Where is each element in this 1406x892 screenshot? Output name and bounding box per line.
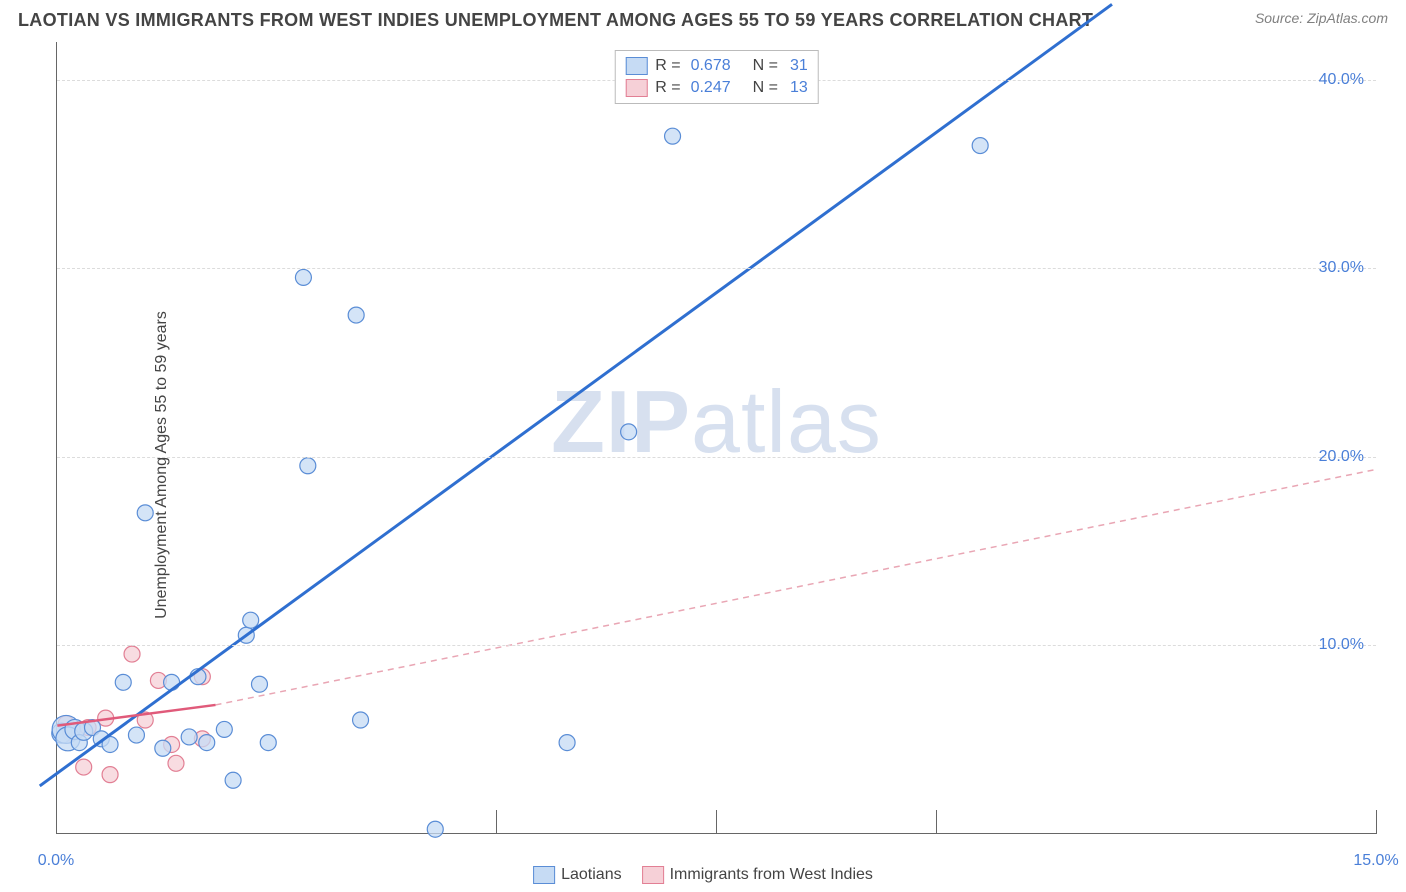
swatch-series-1	[625, 79, 647, 97]
n-label-0: N =	[753, 57, 778, 75]
gridline-h	[57, 645, 1376, 646]
data-point	[621, 424, 637, 440]
gridline-h	[57, 457, 1376, 458]
x-tick-mark	[1376, 810, 1377, 834]
r-value-1: 0.247	[691, 79, 731, 97]
data-point	[225, 772, 241, 788]
data-point	[115, 674, 131, 690]
data-point	[216, 721, 232, 737]
r-label-1: R =	[655, 79, 680, 97]
data-point	[102, 767, 118, 783]
data-point	[168, 755, 184, 771]
n-value-1: 13	[790, 79, 808, 97]
trend-line	[216, 470, 1376, 705]
plot-region: ZIPatlas R = 0.678 N = 31 R = 0.247 N = …	[56, 42, 1376, 834]
stats-legend-box: R = 0.678 N = 31 R = 0.247 N = 13	[614, 50, 819, 104]
x-tick-label: 0.0%	[38, 852, 74, 870]
data-point	[155, 740, 171, 756]
chart-title: LAOTIAN VS IMMIGRANTS FROM WEST INDIES U…	[18, 10, 1093, 31]
data-point	[124, 646, 140, 662]
source-text: Source: ZipAtlas.com	[1255, 10, 1388, 26]
data-point	[665, 128, 681, 144]
data-point	[128, 727, 144, 743]
x-tick-label: 15.0%	[1353, 852, 1398, 870]
data-point	[295, 269, 311, 285]
data-point	[251, 676, 267, 692]
swatch-bottom-0	[533, 866, 555, 884]
data-point	[353, 712, 369, 728]
data-point	[137, 505, 153, 521]
data-point	[348, 307, 364, 323]
data-point	[199, 735, 215, 751]
trend-line	[40, 4, 1112, 786]
bottom-legend-label-1: Immigrants from West Indies	[670, 866, 873, 884]
swatch-series-0	[625, 57, 647, 75]
bottom-legend: Laotians Immigrants from West Indies	[533, 866, 873, 884]
trend-line	[57, 705, 215, 726]
y-tick-label: 40.0%	[1319, 71, 1364, 89]
gridline-h	[57, 268, 1376, 269]
bottom-legend-label-0: Laotians	[561, 866, 622, 884]
x-tick-mark	[936, 810, 937, 834]
swatch-bottom-1	[642, 866, 664, 884]
stats-legend-row-0: R = 0.678 N = 31	[621, 55, 812, 77]
data-point	[260, 735, 276, 751]
data-point	[243, 612, 259, 628]
x-tick-mark	[496, 810, 497, 834]
r-label-0: R =	[655, 57, 680, 75]
bottom-legend-item-0: Laotians	[533, 866, 622, 884]
y-tick-label: 30.0%	[1319, 259, 1364, 277]
data-point	[300, 458, 316, 474]
data-point	[427, 821, 443, 837]
r-value-0: 0.678	[691, 57, 731, 75]
bottom-legend-item-1: Immigrants from West Indies	[642, 866, 873, 884]
chart-area: Unemployment Among Ages 55 to 59 years Z…	[0, 38, 1406, 892]
data-point	[972, 138, 988, 154]
data-point	[164, 674, 180, 690]
y-tick-label: 20.0%	[1319, 448, 1364, 466]
data-point	[559, 735, 575, 751]
y-tick-label: 10.0%	[1319, 636, 1364, 654]
data-point	[76, 759, 92, 775]
n-label-1: N =	[753, 79, 778, 97]
x-tick-mark	[716, 810, 717, 834]
plot-svg	[57, 42, 1376, 833]
data-point	[181, 729, 197, 745]
stats-legend-row-1: R = 0.247 N = 13	[621, 77, 812, 99]
n-value-0: 31	[790, 57, 808, 75]
